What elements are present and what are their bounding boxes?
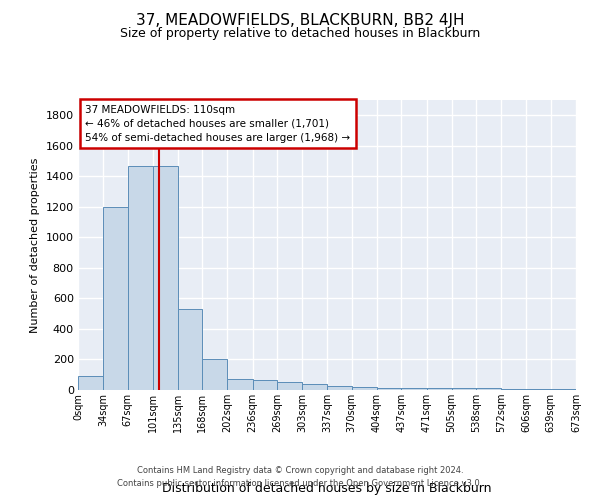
Bar xyxy=(377,388,401,390)
Bar xyxy=(328,386,352,390)
X-axis label: Distribution of detached houses by size in Blackburn: Distribution of detached houses by size … xyxy=(162,482,492,496)
Bar xyxy=(153,166,178,390)
Bar xyxy=(352,386,377,390)
Bar xyxy=(452,388,476,390)
Y-axis label: Number of detached properties: Number of detached properties xyxy=(30,158,40,332)
Text: 37, MEADOWFIELDS, BLACKBURN, BB2 4JH: 37, MEADOWFIELDS, BLACKBURN, BB2 4JH xyxy=(136,12,464,28)
Bar xyxy=(401,388,427,390)
Text: Size of property relative to detached houses in Blackburn: Size of property relative to detached ho… xyxy=(120,28,480,40)
Bar xyxy=(128,166,153,390)
Bar xyxy=(526,389,551,390)
Text: Contains HM Land Registry data © Crown copyright and database right 2024.
Contai: Contains HM Land Registry data © Crown c… xyxy=(118,466,482,487)
Text: 37 MEADOWFIELDS: 110sqm
← 46% of detached houses are smaller (1,701)
54% of semi: 37 MEADOWFIELDS: 110sqm ← 46% of detache… xyxy=(85,104,350,142)
Bar xyxy=(277,382,302,390)
Bar xyxy=(178,309,202,390)
Bar xyxy=(427,388,452,390)
Bar xyxy=(78,376,103,390)
Bar xyxy=(302,384,328,390)
Bar xyxy=(551,389,576,390)
Bar xyxy=(476,388,501,390)
Bar xyxy=(253,380,277,390)
Bar xyxy=(202,358,227,390)
Bar xyxy=(501,389,526,390)
Bar xyxy=(103,207,128,390)
Bar xyxy=(227,380,253,390)
